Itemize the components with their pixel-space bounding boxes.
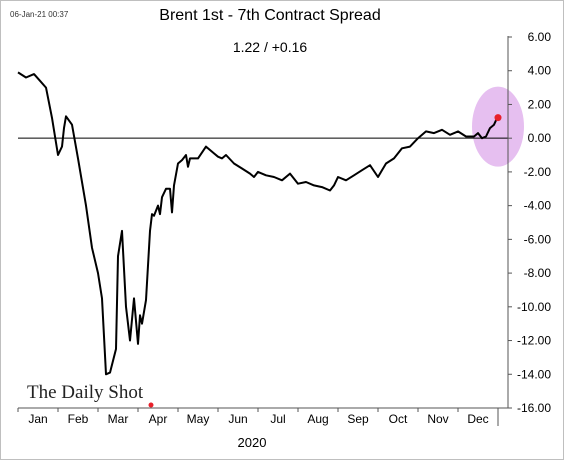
x-tick-label: Oct xyxy=(389,412,408,426)
y-axis-ticks: 6.00 4.00 2.00 0.00 -2.00 -4.00 -6.00 -8.00 -10.… xyxy=(508,30,551,415)
y-tick-label: -10.00 xyxy=(517,300,551,314)
last-value-marker xyxy=(494,114,502,122)
y-tick-label: -14.00 xyxy=(517,367,551,381)
daily-shot-logo: The Daily Shot xyxy=(27,382,154,408)
x-tick-label: Sep xyxy=(347,412,369,426)
last-value-highlight xyxy=(472,86,524,167)
timestamp: 06-Jan-21 00:37 xyxy=(10,10,69,19)
y-tick-label: 6.00 xyxy=(528,30,552,44)
y-tick-label: 0.00 xyxy=(528,131,552,145)
y-tick-label: -6.00 xyxy=(524,232,552,246)
y-tick-label: 4.00 xyxy=(528,64,552,78)
x-tick-label: Nov xyxy=(427,412,448,426)
x-tick-label: May xyxy=(187,412,210,426)
x-tick-label: Mar xyxy=(108,412,129,426)
chart-subtitle: 1.22 / +0.16 xyxy=(233,39,308,55)
series-line xyxy=(17,71,499,376)
svg-text:The Daily Shot: The Daily Shot xyxy=(27,382,144,403)
y-tick-label: -2.00 xyxy=(524,165,552,179)
chart-title: Brent 1st - 7th Contract Spread xyxy=(159,7,380,24)
x-tick-label: Aug xyxy=(307,412,328,426)
x-tick-label: Feb xyxy=(68,412,89,426)
y-tick-label: 2.00 xyxy=(528,97,552,111)
x-tick-label: Jan xyxy=(28,412,47,426)
x-tick-label: Jun xyxy=(228,412,247,426)
x-axis-ticks: Jan Feb Mar Apr May Jun Jul Aug Sep Oct Nov Dec xyxy=(17,408,499,426)
x-tick-label: Apr xyxy=(149,412,168,426)
y-tick-label: -12.00 xyxy=(517,334,551,348)
x-axis-label: 2020 xyxy=(238,435,267,450)
x-tick-label: Jul xyxy=(270,412,285,426)
y-tick-label: -8.00 xyxy=(524,266,552,280)
y-tick-label: -16.00 xyxy=(517,401,551,415)
y-tick-label: -4.00 xyxy=(524,199,552,213)
x-tick-label: Dec xyxy=(467,412,488,426)
